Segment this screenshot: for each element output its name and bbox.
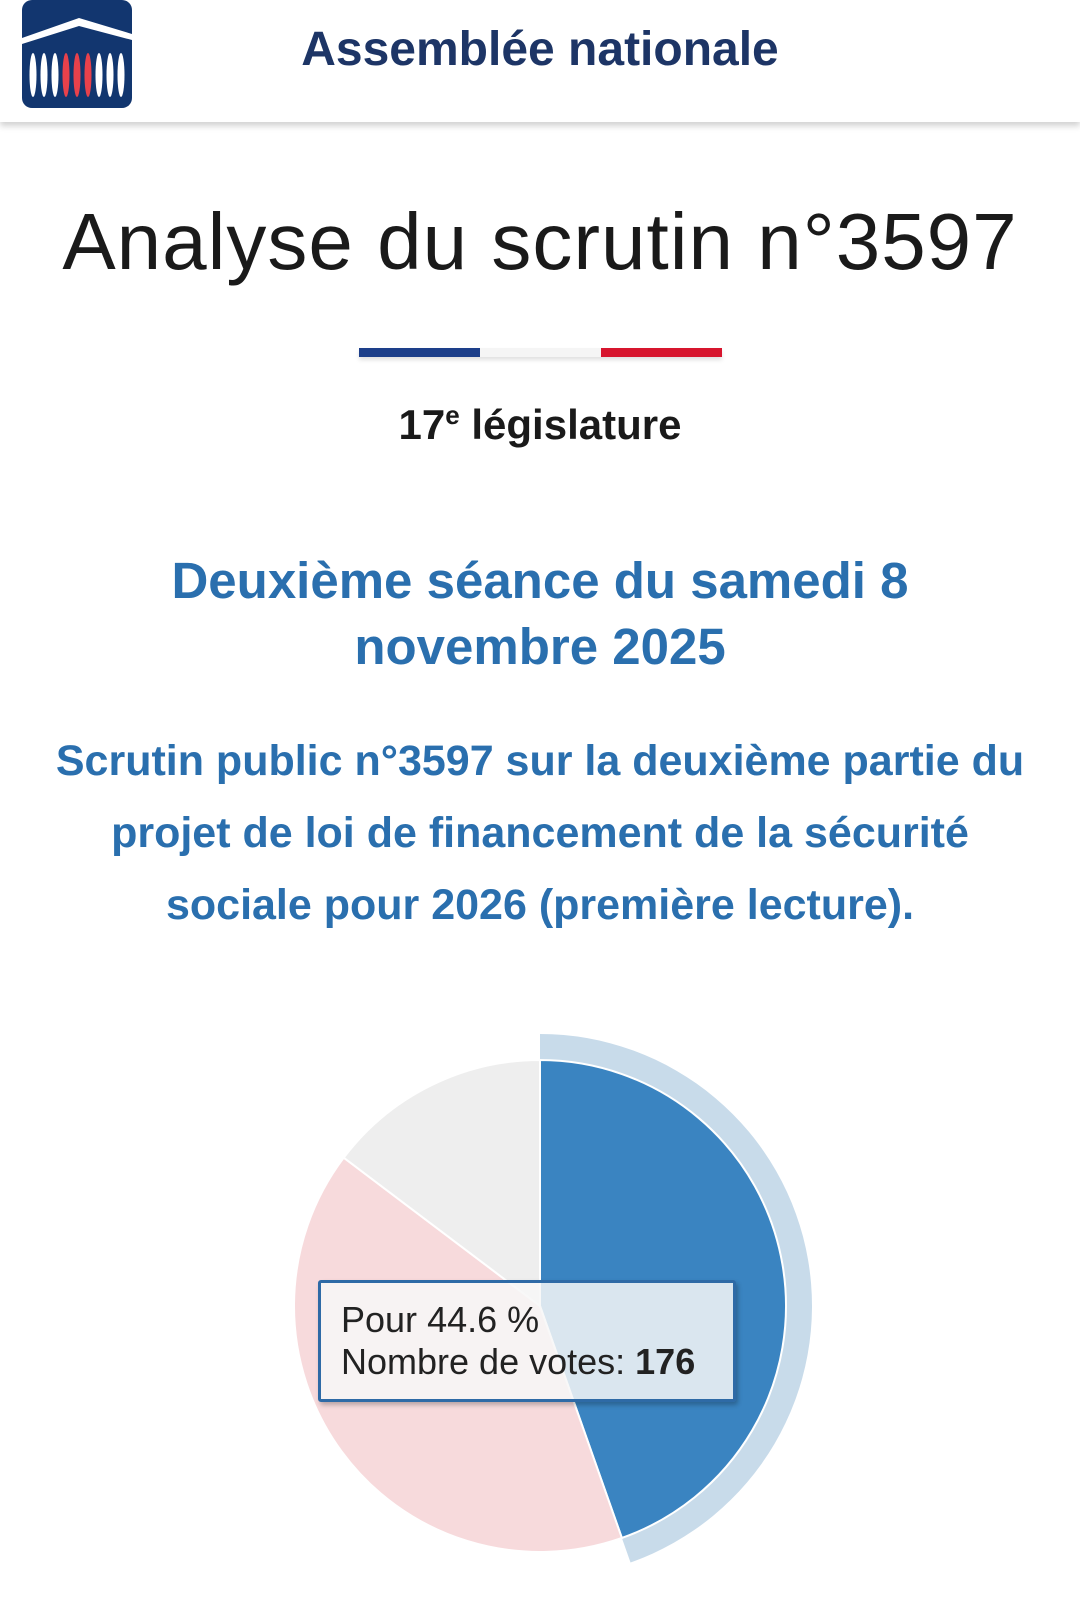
tricolor-divider xyxy=(359,348,722,357)
tooltip-percent: 44.6 % xyxy=(427,1299,540,1340)
legislature: 17e législature xyxy=(398,400,682,448)
tooltip-votes: 176 xyxy=(635,1341,696,1382)
tooltip-votes-label: Nombre de votes: xyxy=(341,1341,626,1382)
tooltip-label: Pour xyxy=(341,1299,418,1340)
assemblee-nationale-logo[interactable] xyxy=(22,0,132,108)
scrutin-description: Scrutin public n°3597 sur la deuxième pa… xyxy=(55,737,1025,929)
pie-slice-2[interactable] xyxy=(342,1058,541,1309)
site-title[interactable]: Assemblée nationale xyxy=(301,23,779,76)
page-title: Analyse du scrutin n°3597 xyxy=(62,197,1018,286)
app-header: Assemblée nationale xyxy=(0,0,1080,122)
seance-title: Deuxième séance du samedi 8 novembre 202… xyxy=(171,552,909,675)
chart-tooltip: Pour 44.6 % Nombre de votes: 176 xyxy=(318,1280,736,1402)
